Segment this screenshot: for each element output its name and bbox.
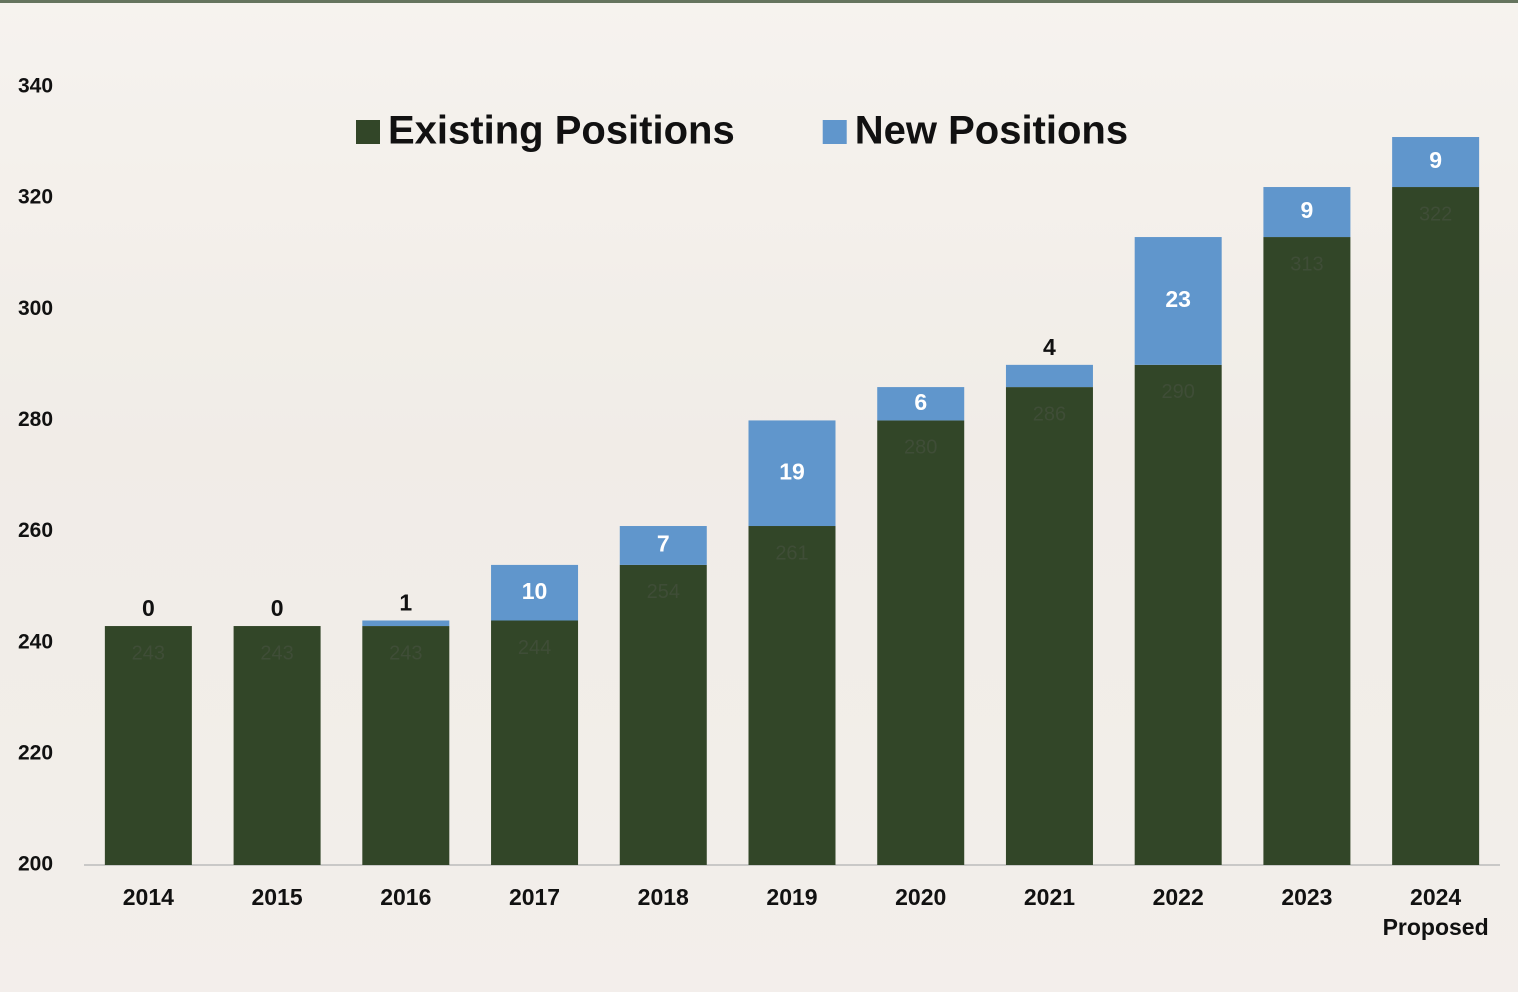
data-label: 19	[779, 458, 805, 484]
legend-label: Existing Positions	[388, 109, 735, 153]
y-tick-label: 240	[18, 630, 53, 653]
y-tick-label: 320	[18, 186, 53, 209]
bar-segment	[1006, 365, 1093, 387]
x-tick-label: 2016	[336, 882, 476, 912]
bar-segment	[1392, 187, 1479, 865]
data-label: 0	[142, 595, 155, 621]
data-label: 243	[389, 642, 422, 664]
bar-segment	[1263, 237, 1350, 865]
data-label: 7	[657, 531, 670, 557]
data-label: 6	[914, 389, 927, 415]
data-label: 0	[271, 595, 284, 621]
y-tick-label: 300	[18, 297, 53, 320]
x-tick-label: 2023	[1237, 882, 1377, 912]
x-tick-label: 2015	[207, 882, 347, 912]
data-label: 290	[1161, 381, 1194, 403]
data-label: 261	[775, 542, 808, 564]
x-tick-label: 2018	[593, 882, 733, 912]
bar-segment	[1006, 387, 1093, 865]
data-label: 9	[1301, 197, 1314, 223]
data-label: 313	[1290, 253, 1323, 275]
data-label: 286	[1033, 403, 1066, 425]
x-tick-label: 2020	[851, 882, 991, 912]
legend-label: New Positions	[855, 109, 1128, 153]
bar-segment	[362, 620, 449, 626]
data-label: 4	[1043, 334, 1056, 360]
data-label: 9	[1429, 147, 1442, 173]
chart: 200 220 240 260 280 300 320 340 Existing Positio…	[0, 0, 1518, 992]
data-label: 243	[260, 642, 293, 664]
data-label: 280	[904, 437, 937, 459]
legend-swatch	[356, 120, 380, 144]
data-label: 322	[1419, 203, 1452, 225]
data-label: 1	[399, 590, 412, 616]
x-tick-label: 2021	[979, 882, 1119, 912]
y-tick-label: 200	[18, 853, 53, 876]
data-label: 23	[1165, 286, 1191, 312]
y-tick-label: 260	[18, 519, 53, 542]
data-label: 244	[518, 637, 551, 659]
bar-segment	[620, 565, 707, 865]
x-tick-label: 2022	[1108, 882, 1248, 912]
y-tick-label: 340	[18, 75, 53, 98]
page: 200 220 240 260 280 300 320 340 Existing Positio…	[0, 0, 1518, 992]
data-label: 243	[132, 642, 165, 664]
x-tick-label: 2017	[465, 882, 605, 912]
y-tick-label: 280	[18, 408, 53, 431]
bar-segment	[877, 420, 964, 865]
data-label: 254	[647, 581, 680, 603]
x-tick-label: 2019	[722, 882, 862, 912]
bar-segment	[1135, 365, 1222, 865]
x-tick-label: 2014	[78, 882, 218, 912]
data-label: 10	[522, 578, 548, 604]
y-tick-label: 220	[18, 741, 53, 764]
legend-swatch	[823, 120, 847, 144]
bar-segment	[749, 526, 836, 865]
x-tick-label: 2024 Proposed	[1366, 882, 1506, 942]
